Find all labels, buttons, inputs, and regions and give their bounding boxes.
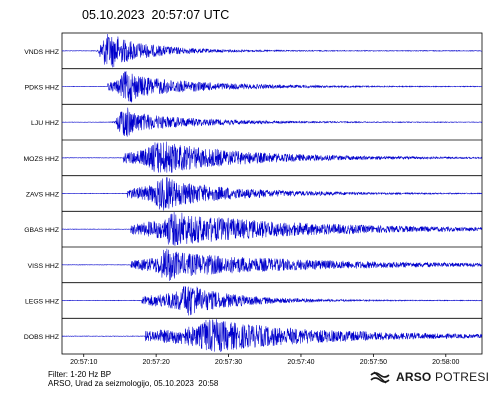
station-label: LJU HHZ — [31, 120, 59, 127]
x-tick-label: 20:57:10 — [70, 359, 97, 366]
station-label: MOZS HHZ — [24, 156, 60, 163]
waveform-gbas — [61, 212, 483, 246]
footer: Filter: 1-20 Hz BP ARSO, Urad za seizmol… — [48, 370, 218, 388]
waveform-mozs — [61, 141, 483, 173]
station-label: VNDS HHZ — [24, 49, 59, 56]
filter-text: Filter: 1-20 Hz BP — [48, 370, 112, 379]
waveform-pdks — [61, 71, 483, 103]
page-title: 05.10.2023 20:57:07 UTC — [82, 8, 230, 22]
credit-text: ARSO, Urad za seizmologijo, 05.10.2023 2… — [48, 379, 219, 388]
waveform-zavs — [61, 177, 483, 211]
arso-wave-logo-icon — [370, 371, 390, 384]
logo-light: POTRESI — [435, 370, 490, 384]
waveform-vnds — [61, 33, 483, 68]
station-label: DOBS HHZ — [24, 334, 59, 341]
waveform-viss — [61, 248, 483, 281]
station-label: PDKS HHZ — [25, 85, 59, 92]
x-tick-label: 20:57:50 — [360, 359, 387, 366]
waveform-lju — [61, 107, 483, 137]
station-label: GBAS HHZ — [24, 227, 59, 234]
arso-logo: ARSO POTRESI — [370, 370, 489, 384]
x-tick-label: 20:58:00 — [432, 359, 459, 366]
station-label: VISS HHZ — [28, 263, 59, 270]
station-label: LEGS HHZ — [25, 299, 59, 306]
x-tick-label: 20:57:30 — [215, 359, 242, 366]
logo-text: ARSO POTRESI — [396, 370, 489, 384]
logo-bold: ARSO — [396, 370, 432, 384]
x-tick-label: 20:57:40 — [287, 359, 314, 366]
station-label: ZAVS HHZ — [26, 192, 59, 199]
waveform-dobs — [61, 319, 483, 352]
x-tick-label: 20:57:20 — [143, 359, 170, 366]
waveform-legs — [61, 286, 483, 316]
